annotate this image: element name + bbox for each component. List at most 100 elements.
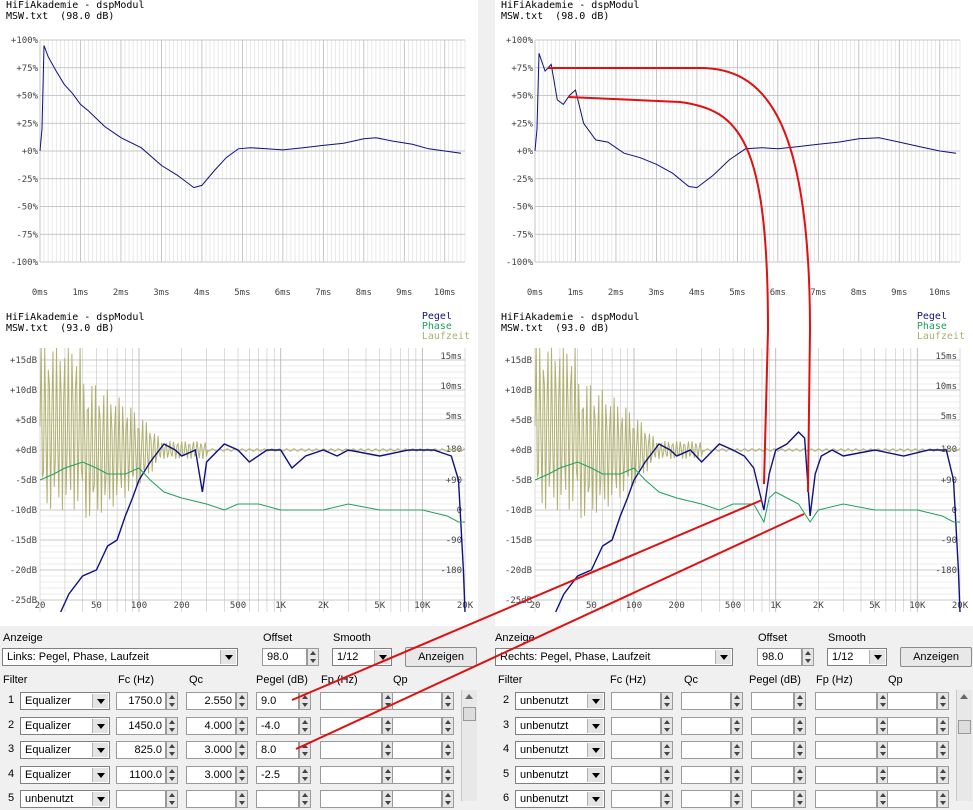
fc-input[interactable] (116, 790, 166, 808)
fc-input[interactable] (611, 741, 661, 759)
anzeigen-button[interactable]: Anzeigen (405, 647, 477, 667)
scroll-up-icon[interactable] (960, 694, 968, 699)
qc-input[interactable] (186, 790, 236, 808)
qp-input[interactable] (887, 716, 937, 735)
filter-type-select[interactable]: unbenutzt (515, 765, 605, 784)
qc-stepper[interactable] (731, 790, 743, 808)
pegel-input[interactable] (751, 765, 794, 784)
filter-type-select[interactable]: Equalizer (20, 716, 110, 735)
qc-input[interactable] (681, 716, 731, 735)
fp-input[interactable] (815, 716, 877, 735)
pegel-input[interactable] (751, 716, 794, 735)
qc-input[interactable]: 3.000 (186, 765, 236, 784)
qp-stepper[interactable] (937, 741, 949, 759)
qc-stepper[interactable] (731, 765, 743, 784)
filter-type-select[interactable]: unbenutzt (515, 692, 605, 710)
qp-stepper[interactable] (442, 765, 454, 784)
fc-stepper[interactable] (166, 741, 178, 759)
offset-stepper[interactable] (802, 648, 814, 666)
qp-stepper[interactable] (442, 741, 454, 759)
fc-stepper[interactable] (661, 790, 673, 808)
filter-type-select[interactable]: Equalizer (20, 765, 110, 784)
offset-stepper[interactable] (307, 648, 319, 666)
anzeige-select[interactable]: Rechts: Pegel, Phase, Laufzeit (495, 648, 733, 666)
filter-scrollbar-left[interactable] (461, 690, 477, 801)
qp-input[interactable] (392, 716, 442, 735)
smooth-select[interactable]: 1/12 (827, 648, 887, 666)
fc-stepper[interactable] (166, 790, 178, 808)
qc-stepper[interactable] (236, 716, 248, 735)
qp-input[interactable] (392, 741, 442, 759)
fc-input[interactable]: 1750.0 (116, 692, 166, 710)
pegel-input[interactable] (751, 790, 794, 808)
anzeige-select[interactable]: Links: Pegel, Phase, Laufzeit (2, 648, 238, 666)
qp-input[interactable] (887, 692, 937, 710)
filter-type-select[interactable]: unbenutzt (515, 741, 605, 759)
qc-stepper[interactable] (236, 692, 248, 710)
qp-input[interactable] (392, 765, 442, 784)
anzeigen-button[interactable]: Anzeigen (900, 647, 972, 667)
fp-input[interactable] (320, 765, 382, 784)
filter-scrollbar-right[interactable] (956, 690, 972, 801)
pegel-stepper[interactable] (299, 790, 311, 808)
qp-input[interactable] (887, 765, 937, 784)
qc-input[interactable]: 2.550 (186, 692, 236, 710)
pegel-stepper[interactable] (794, 716, 806, 735)
pegel-stepper[interactable] (299, 741, 311, 759)
fc-stepper[interactable] (661, 765, 673, 784)
qp-stepper[interactable] (937, 765, 949, 784)
fp-input[interactable] (320, 692, 382, 710)
qc-stepper[interactable] (731, 692, 743, 710)
qc-input[interactable]: 3.000 (186, 741, 236, 759)
fc-stepper[interactable] (661, 692, 673, 710)
qp-input[interactable] (887, 741, 937, 759)
fc-input[interactable]: 1100.0 (116, 765, 166, 784)
qp-input[interactable] (887, 790, 937, 808)
qp-stepper[interactable] (937, 790, 949, 808)
pegel-input[interactable]: -2.5 (256, 765, 299, 784)
fp-stepper[interactable] (877, 716, 889, 735)
qp-input[interactable] (392, 692, 442, 710)
fc-stepper[interactable] (166, 692, 178, 710)
filter-type-select[interactable]: unbenutzt (515, 716, 605, 735)
fc-stepper[interactable] (661, 716, 673, 735)
pegel-stepper[interactable] (299, 692, 311, 710)
qc-input[interactable] (681, 790, 731, 808)
fc-input[interactable] (611, 716, 661, 735)
pegel-input[interactable] (751, 692, 794, 710)
fp-input[interactable] (320, 716, 382, 735)
fp-input[interactable] (320, 741, 382, 759)
pegel-input[interactable] (751, 741, 794, 759)
offset-input[interactable]: 98.0 (757, 648, 802, 666)
fc-input[interactable] (611, 765, 661, 784)
pegel-input[interactable]: 8.0 (256, 741, 299, 759)
filter-type-select[interactable]: unbenutzt (515, 790, 605, 808)
qc-stepper[interactable] (731, 716, 743, 735)
pegel-input[interactable] (256, 790, 299, 808)
fc-input[interactable] (611, 692, 661, 710)
qc-input[interactable] (681, 765, 731, 784)
pegel-stepper[interactable] (299, 765, 311, 784)
pegel-input[interactable]: 9.0 (256, 692, 299, 710)
fp-input[interactable] (320, 790, 382, 808)
pegel-stepper[interactable] (794, 692, 806, 710)
fp-stepper[interactable] (877, 741, 889, 759)
fp-input[interactable] (815, 765, 877, 784)
qc-input[interactable] (681, 692, 731, 710)
offset-input[interactable]: 98.0 (262, 648, 307, 666)
fc-input[interactable]: 1450.0 (116, 716, 166, 735)
pegel-stepper[interactable] (794, 790, 806, 808)
pegel-stepper[interactable] (794, 765, 806, 784)
qc-stepper[interactable] (236, 741, 248, 759)
fp-input[interactable] (815, 790, 877, 808)
fc-stepper[interactable] (166, 716, 178, 735)
filter-type-select[interactable]: Equalizer (20, 692, 110, 710)
scroll-up-icon[interactable] (465, 694, 473, 699)
scroll-thumb[interactable] (463, 707, 476, 721)
fc-stepper[interactable] (166, 765, 178, 784)
qp-stepper[interactable] (937, 716, 949, 735)
qp-input[interactable] (392, 790, 442, 808)
smooth-select[interactable]: 1/12 (332, 648, 392, 666)
fp-input[interactable] (815, 692, 877, 710)
fc-stepper[interactable] (661, 741, 673, 759)
